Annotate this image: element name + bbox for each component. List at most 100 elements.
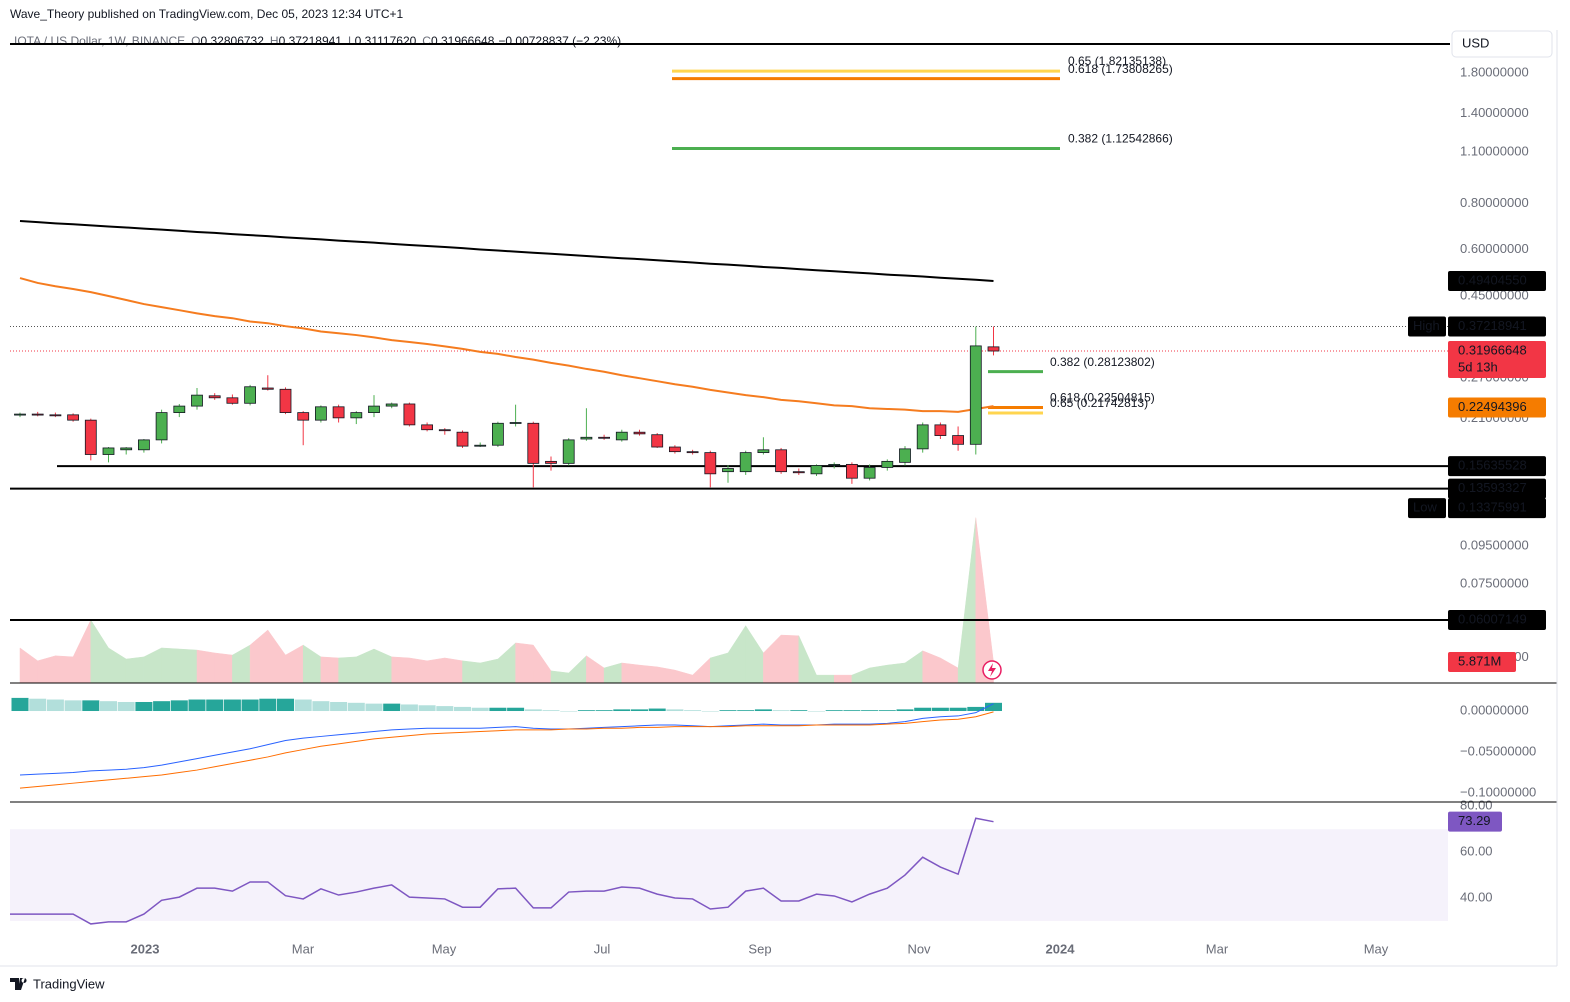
macd-histogram-bar xyxy=(560,711,578,712)
candle-body xyxy=(67,414,79,421)
fib-label: 0.382 (1.12542866) xyxy=(1068,132,1173,146)
macd-histogram-bar xyxy=(383,703,401,712)
candle-body xyxy=(137,439,150,451)
publisher-line: Wave_Theory published on TradingView.com… xyxy=(10,7,404,21)
fib-label: 0.382 (0.28123802) xyxy=(1050,355,1155,369)
volume-area xyxy=(55,655,74,683)
ema-line xyxy=(19,277,994,413)
change: −0.00728837 (−2.23%) xyxy=(498,34,621,48)
candle-body xyxy=(651,434,664,448)
level-badge-bg xyxy=(1448,456,1546,477)
candle-body xyxy=(456,431,469,447)
macd-histogram-bar xyxy=(294,699,312,712)
macd-histogram-bar xyxy=(135,701,153,712)
macd-line xyxy=(19,703,994,776)
candle-body xyxy=(438,429,451,432)
candle-body xyxy=(527,422,540,464)
macd-histogram-bar xyxy=(985,702,1002,712)
macd-histogram-bar xyxy=(277,698,294,712)
level-badge-bg xyxy=(1448,478,1546,499)
x-tick-label: Mar xyxy=(1206,941,1229,956)
macd-histogram-bar xyxy=(418,705,436,712)
macd-pane xyxy=(11,697,1002,789)
macd-tick-label: −0.05000000 xyxy=(1460,743,1536,758)
candle-body xyxy=(969,345,982,445)
candle-body xyxy=(385,403,398,407)
macd-histogram-bar xyxy=(631,709,648,712)
macd-histogram-bar xyxy=(206,699,224,712)
volume-area xyxy=(125,656,145,683)
macd-histogram-bar xyxy=(347,702,365,712)
candle-body xyxy=(863,467,876,479)
candle-body xyxy=(102,447,115,455)
rsi-tick-label: 60.00 xyxy=(1460,844,1493,859)
macd-histogram-bar xyxy=(100,701,117,712)
macd-histogram-bar xyxy=(312,701,330,712)
x-tick-label: 2023 xyxy=(131,941,160,956)
macd-tick-label: −0.10000000 xyxy=(1460,784,1536,799)
volume-area xyxy=(214,652,233,683)
macd-histogram-bar xyxy=(117,701,135,712)
candle-body xyxy=(297,412,310,421)
candle-body xyxy=(332,406,345,419)
macd-histogram-bar xyxy=(577,710,595,712)
candle-body xyxy=(810,465,823,475)
candle-body xyxy=(314,406,327,421)
macd-histogram-bar xyxy=(914,707,932,712)
ma-badge-bg xyxy=(1448,270,1546,291)
candle-body xyxy=(491,422,504,446)
macd-histogram-bar xyxy=(719,710,737,712)
volume-badge: 5.871M xyxy=(1458,653,1501,668)
ohlc-key: O xyxy=(191,34,200,48)
volume-area xyxy=(710,652,729,683)
x-tick-label: 2024 xyxy=(1046,941,1076,956)
level-badge: 0.06007149 xyxy=(1458,611,1527,626)
level-badge: 0.15635528 xyxy=(1458,458,1527,473)
macd-histogram-bar xyxy=(843,710,861,712)
ema-badge: 0.22494396 xyxy=(1458,399,1527,414)
candle-body xyxy=(987,346,1000,352)
volume-area xyxy=(409,657,428,683)
candle-body xyxy=(350,412,363,419)
volume-area xyxy=(550,670,569,683)
candle-body xyxy=(49,414,62,417)
y-tick-label: 0.45000000 xyxy=(1460,287,1529,302)
candle-body xyxy=(739,452,752,473)
candle-body xyxy=(191,394,203,407)
macd-histogram-bar xyxy=(754,709,772,712)
macd-histogram-bar xyxy=(153,701,171,712)
ma-badge: 0.49404550 xyxy=(1458,272,1527,287)
y-tick-label: 0.60000000 xyxy=(1460,241,1529,256)
time-axis: Nov2023MarMayJulSepNov2024MarMay xyxy=(131,941,1389,956)
currency-button[interactable] xyxy=(1451,30,1553,58)
macd-histogram-bar xyxy=(330,701,348,712)
symbol-legend: IOTA / US Dollar, 1W, BINANCE O0.32806732… xyxy=(14,34,621,48)
macd-histogram-bar xyxy=(701,711,719,712)
macd-histogram-bar xyxy=(241,699,259,712)
close-badge-bg xyxy=(1448,341,1546,379)
macd-histogram-bar xyxy=(82,700,100,712)
candle-body xyxy=(226,397,239,404)
x-tick-label: May xyxy=(432,941,457,956)
macd-histogram-bar xyxy=(436,706,454,712)
candle-body xyxy=(545,460,557,464)
level-badge: 0.13593327 xyxy=(1458,480,1527,495)
x-tick-label: Nov xyxy=(907,941,931,956)
ma-long-line xyxy=(19,220,994,282)
high-badge-bg xyxy=(1448,316,1546,337)
candle-body xyxy=(686,451,699,454)
volume-area xyxy=(515,642,534,683)
rsi-tick-label: 80.00 xyxy=(1460,798,1493,813)
x-tick-label: May xyxy=(1364,941,1389,956)
candle-body xyxy=(14,413,26,416)
badge-name-bg xyxy=(1408,316,1446,337)
ohlc-value: 0.31117620 xyxy=(355,34,417,48)
symbol: IOTA / US Dollar, 1W, BINANCE xyxy=(14,34,185,48)
candle-body xyxy=(916,424,929,450)
macd-histogram-bar xyxy=(507,707,525,712)
volume-area xyxy=(37,655,56,683)
footer-brand: TradingView xyxy=(33,976,105,991)
volume-area xyxy=(833,674,853,683)
candle-body xyxy=(615,431,628,441)
volume-area xyxy=(338,656,357,683)
